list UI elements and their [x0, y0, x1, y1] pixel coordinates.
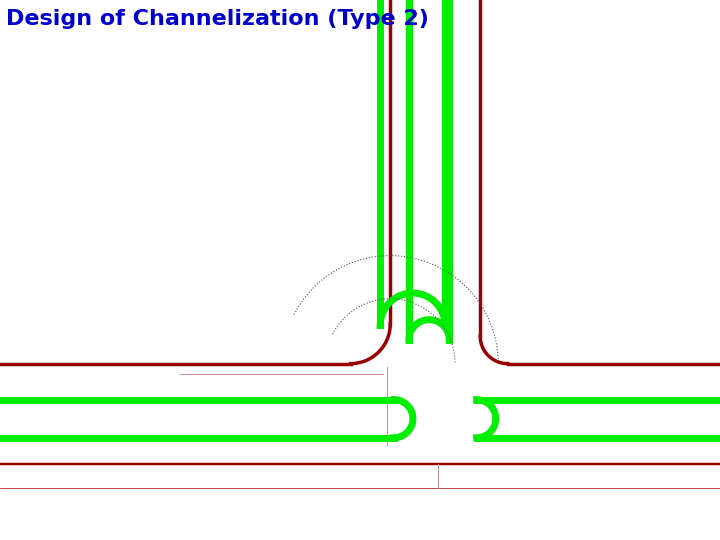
- Text: Design of Channelization (Type 2): Design of Channelization (Type 2): [6, 9, 428, 29]
